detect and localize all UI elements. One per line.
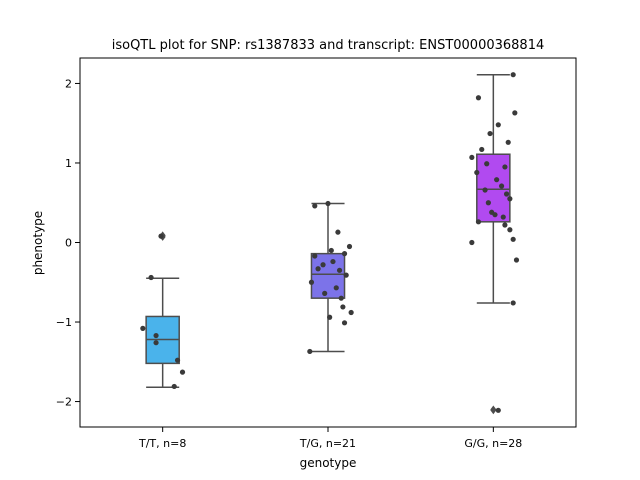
data-point — [469, 154, 475, 161]
data-point — [513, 257, 520, 263]
y-tick-label: −2 — [56, 396, 72, 409]
data-point — [330, 258, 336, 265]
y-tick-label: −1 — [56, 316, 72, 329]
chart-title: isoQTL plot for SNP: rs1387833 and trans… — [112, 38, 545, 53]
data-point — [510, 300, 516, 306]
data-point — [341, 251, 348, 257]
data-point — [333, 285, 339, 291]
data-point — [346, 243, 353, 250]
data-point — [503, 191, 510, 197]
data-point — [322, 290, 328, 296]
data-point — [307, 348, 313, 355]
data-point — [327, 314, 333, 320]
boxes-layer — [145, 73, 511, 415]
data-point — [512, 110, 518, 116]
data-point — [338, 295, 344, 301]
data-point — [340, 304, 346, 310]
data-point — [153, 340, 159, 346]
data-point — [479, 146, 485, 153]
data-point — [484, 161, 490, 167]
outlier-marker — [490, 406, 497, 415]
data-point — [153, 332, 159, 339]
data-point — [510, 236, 516, 242]
data-point — [495, 407, 501, 413]
data-point — [499, 183, 505, 189]
data-point — [475, 95, 482, 101]
y-tick-label: 1 — [65, 157, 72, 170]
data-point — [494, 177, 500, 183]
x-tick-label: T/T, n=8 — [138, 437, 186, 450]
x-tick-label: G/G, n=28 — [464, 437, 522, 450]
data-point — [474, 169, 480, 176]
data-point — [325, 200, 331, 207]
data-point — [328, 247, 334, 254]
data-point — [320, 262, 326, 268]
data-point — [492, 212, 498, 218]
data-point — [505, 139, 511, 145]
data-point — [502, 164, 508, 170]
data-point — [507, 227, 513, 233]
data-point — [343, 272, 349, 278]
data-point — [308, 279, 315, 285]
box-1 — [310, 252, 346, 299]
data-point — [495, 122, 501, 128]
x-axis: T/T, n=8 T/G, n=21 G/G, n=28 — [138, 427, 522, 450]
data-point — [148, 274, 154, 281]
y-tick-label: 0 — [65, 237, 72, 250]
data-point — [469, 239, 475, 246]
points-layer — [140, 72, 520, 413]
data-point — [140, 325, 146, 331]
data-point — [174, 357, 181, 363]
y-axis-label: phenotype — [31, 211, 45, 275]
data-point — [475, 219, 482, 225]
data-point — [312, 253, 318, 259]
data-point — [348, 309, 354, 316]
data-point — [482, 187, 488, 193]
data-point — [335, 229, 341, 235]
data-point — [510, 72, 516, 78]
x-tick-label: T/G, n=21 — [299, 437, 356, 450]
data-point — [179, 369, 186, 375]
data-point — [171, 383, 177, 390]
x-axis-label: genotype — [300, 456, 357, 470]
y-tick-label: 2 — [65, 77, 72, 90]
data-point — [158, 233, 164, 239]
data-point — [341, 320, 348, 326]
data-point — [500, 214, 506, 220]
data-point — [312, 203, 318, 209]
y-axis: −2 −1 0 1 2 — [56, 77, 80, 409]
data-point — [507, 196, 513, 202]
data-point — [485, 200, 491, 206]
data-point — [487, 130, 493, 137]
data-point — [315, 266, 321, 272]
data-point — [336, 267, 343, 273]
data-point — [502, 222, 508, 228]
